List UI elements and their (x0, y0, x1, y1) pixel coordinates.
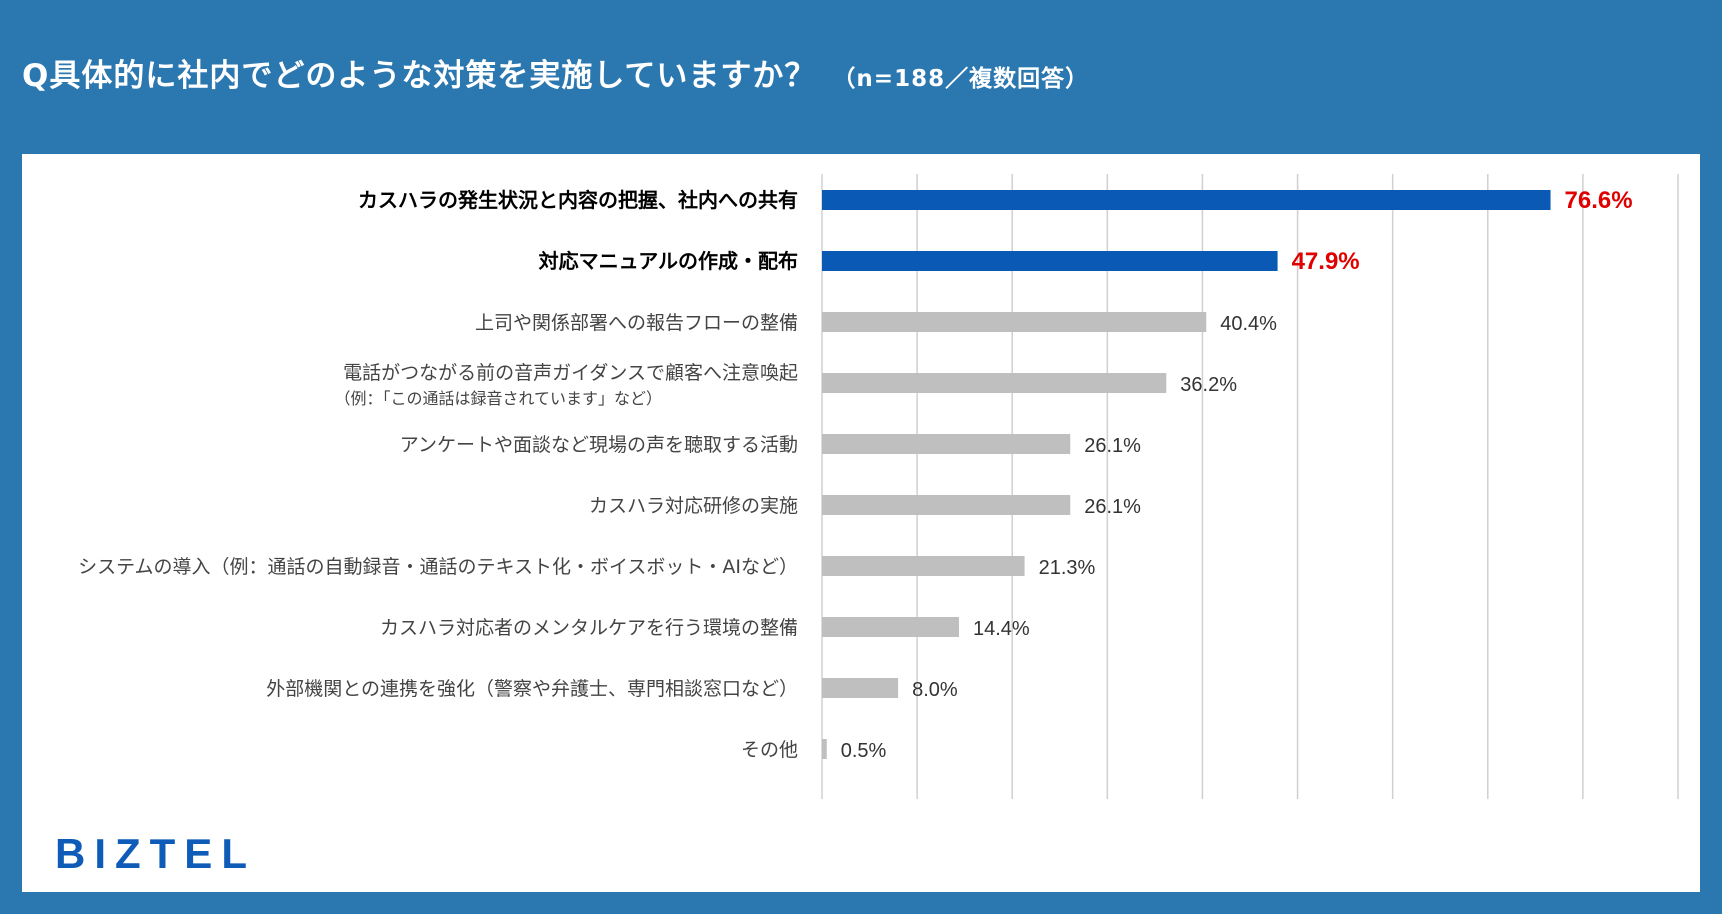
category-label: 上司や関係部署への報告フローの整備 (475, 312, 798, 334)
biztel-logo: BIZTEL (55, 830, 256, 877)
category-label: 外部機関との連携を強化（警察や弁護士、専門相談窓口など） (266, 678, 798, 700)
bar (822, 678, 899, 698)
bar (822, 495, 1071, 515)
bar (822, 434, 1071, 454)
bar (822, 312, 1207, 332)
value-label: 36.2% (1180, 374, 1237, 396)
category-note: （例：「この通話は録音されています」など） (334, 389, 662, 408)
category-label: 対応マニュアルの作成・配布 (538, 249, 798, 273)
bar-chart: カスハラの発生状況と内容の把握、社内への共有 76.6% 対応マニュアルの作成・配布… (78, 174, 1679, 799)
chart-panel: カスハラの発生状況と内容の把握、社内への共有 76.6% 対応マニュアルの作成・配布… (22, 154, 1700, 892)
value-label: 76.6% (1565, 187, 1633, 214)
bar (822, 556, 1025, 576)
bar (822, 190, 1551, 210)
value-label: 8.0% (912, 679, 958, 701)
value-label: 40.4% (1220, 313, 1277, 335)
page-title: Q具体的に社内でどのような対策を実施していますか？ （n=188／複数回答） (22, 50, 1089, 95)
value-label: 26.1% (1084, 435, 1141, 457)
bar (822, 373, 1167, 393)
bar (822, 617, 959, 637)
value-label: 0.5% (841, 740, 887, 762)
title-sample-note: （n=188／複数回答） (832, 66, 1090, 92)
title-question: Q具体的に社内でどのような対策を実施していますか？ (22, 58, 817, 94)
category-label: カスハラ対応者のメンタルケアを行う環境の整備 (380, 617, 798, 639)
category-label: その他 (741, 739, 798, 761)
category-label: 電話がつながる前の音声ガイダンスで顧客へ注意喚起 (343, 362, 798, 384)
value-label: 26.1% (1084, 496, 1141, 518)
value-label: 21.3% (1039, 557, 1096, 579)
category-label: アンケートや面談など現場の声を聴取する活動 (400, 434, 798, 456)
bar (822, 251, 1278, 271)
category-label: カスハラ対応研修の実施 (589, 495, 798, 517)
category-label: システムの導入（例：通話の自動録音・通話のテキスト化・ボイスボット・AIなど） (78, 556, 798, 578)
category-label: カスハラの発生状況と内容の把握、社内への共有 (358, 188, 798, 212)
bar (822, 739, 827, 759)
value-label: 47.9% (1292, 248, 1360, 275)
value-label: 14.4% (973, 618, 1030, 640)
